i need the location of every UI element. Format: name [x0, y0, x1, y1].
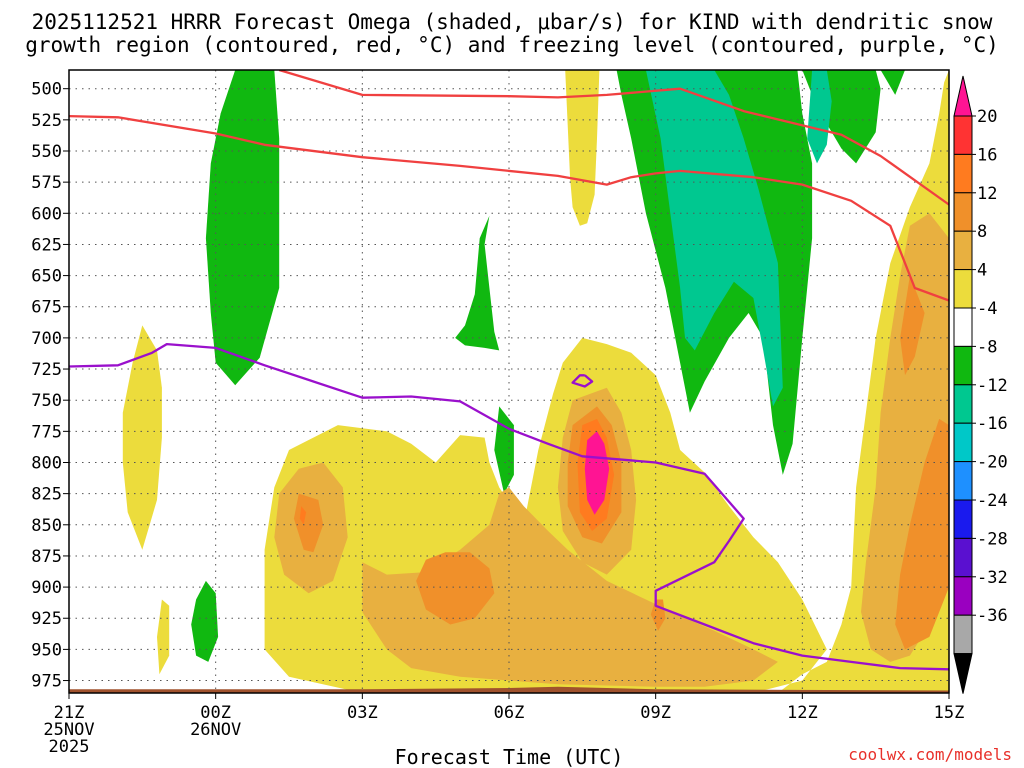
- colorbar-label: 4: [977, 261, 987, 281]
- y-tick-label: 525: [31, 111, 62, 131]
- x-tick-label: 03Z: [347, 703, 378, 723]
- omega-region-teal-w5: [645, 70, 783, 407]
- y-tick-label: 825: [31, 485, 62, 505]
- colorbar-label: 16: [977, 145, 997, 165]
- colorbar-swatch: [953, 576, 973, 616]
- omega-region-yellow-w0: [565, 70, 600, 226]
- colorbar-label: -32: [977, 568, 1008, 588]
- colorbar-label: 8: [977, 222, 987, 242]
- omega-region-green-w3: [455, 215, 500, 351]
- ground-band: [69, 686, 949, 693]
- y-tick-label: 550: [31, 142, 62, 162]
- x-tick-date: 26NOV: [190, 720, 241, 740]
- y-tick-label: 650: [31, 267, 62, 287]
- x-tick-label: 00Z: [200, 703, 231, 723]
- credit-text: coolwx.com/models: [848, 745, 1012, 764]
- x-tick-label: 15Z: [934, 703, 965, 723]
- colorbar-swatch: [953, 384, 973, 424]
- y-axis: 500 525 550 575 600 625 650 675 700 725 750 775 800 8…: [31, 80, 69, 692]
- y-tick-label: 975: [31, 672, 62, 692]
- omega-region-darkorange-w22: [895, 418, 949, 650]
- contour-line-2: [69, 342, 949, 671]
- colorbar-swatch: [953, 230, 973, 271]
- chart-title-line-1: 2025112521 HRRR Forecast Omega (shaded, …: [32, 10, 993, 34]
- y-tick-label: 925: [31, 609, 62, 629]
- contour-line-3: [571, 374, 594, 388]
- omega-region-red-w24: [299, 506, 307, 525]
- y-tick-label: 750: [31, 391, 62, 411]
- y-tick-label: 500: [31, 80, 62, 100]
- omega-region-green-w1: [205, 70, 280, 386]
- x-tick-label: 06Z: [494, 703, 525, 723]
- omega-region-darkorange-w18: [416, 552, 495, 625]
- colorbar-label: -4: [977, 299, 997, 319]
- contour-line-1: [69, 114, 949, 302]
- colorbar-label: -24: [977, 491, 1008, 511]
- colorbar: 20 16 12 8 4 -4 -8 -12 -16 -20 -24 -28 -32 -36: [953, 75, 1008, 694]
- y-tick-label: 625: [31, 235, 62, 255]
- y-tick-label: 850: [31, 516, 62, 536]
- colorbar-swatch: [953, 345, 973, 386]
- colorbar-swatch: [953, 537, 973, 578]
- omega-region-yellow-w12: [264, 70, 949, 693]
- colorbar-label: -16: [977, 414, 1008, 434]
- omega-region-teal-w6: [807, 70, 832, 164]
- omega-region-green-w9: [880, 70, 905, 95]
- colorbar-label: -36: [977, 606, 1008, 626]
- y-tick-label: 900: [31, 578, 62, 598]
- colorbar-swatch: [953, 499, 973, 539]
- colorbar-swatch: [953, 422, 973, 463]
- y-tick-label: 775: [31, 422, 62, 442]
- colorbar-bottom-arrow: [953, 653, 973, 694]
- x-tick-label: 09Z: [640, 703, 671, 723]
- y-tick-label: 800: [31, 453, 62, 473]
- chart-title-line-2: growth region (contoured, red, °C) and f…: [25, 33, 999, 57]
- colorbar-swatch: [953, 192, 973, 232]
- colorbar-label: -8: [977, 337, 997, 357]
- omega-region-yellow-w10: [122, 325, 162, 550]
- colorbar-label: -20: [977, 453, 1008, 473]
- y-tick-label: 700: [31, 329, 62, 349]
- colorbar-label: -12: [977, 376, 1008, 396]
- colorbar-swatch: [953, 461, 973, 501]
- omega-region-green-w7: [191, 580, 219, 662]
- colorbar-swatch: [953, 153, 973, 194]
- x-tick-year: 2025: [49, 737, 90, 757]
- omega-region-darkorange-w21: [900, 275, 925, 376]
- colorbar-swatch: [953, 614, 973, 655]
- colorbar-swatch: [953, 115, 973, 155]
- colorbar-swatch: [953, 269, 973, 309]
- colorbar-label: 20: [977, 107, 997, 127]
- contour-lines: [69, 70, 949, 671]
- plot-area: [69, 70, 949, 693]
- colorbar-swatch: [953, 307, 973, 347]
- x-tick-label: 12Z: [787, 703, 818, 723]
- contour-line-0: [278, 70, 949, 206]
- x-tick-date: 25NOV: [43, 720, 94, 740]
- y-tick-label: 675: [31, 298, 62, 318]
- y-tick-label: 950: [31, 640, 62, 660]
- x-axis-label: Forecast Time (UTC): [395, 745, 624, 768]
- y-tick-label: 725: [31, 360, 62, 380]
- y-tick-label: 875: [31, 547, 62, 567]
- y-tick-label: 600: [31, 204, 62, 224]
- x-tick-label: 21Z: [54, 703, 85, 723]
- y-tick-label: 575: [31, 173, 62, 193]
- colorbar-top-arrow: [953, 75, 973, 117]
- colorbar-label: 12: [977, 184, 997, 204]
- colorbar-label: -28: [977, 529, 1008, 549]
